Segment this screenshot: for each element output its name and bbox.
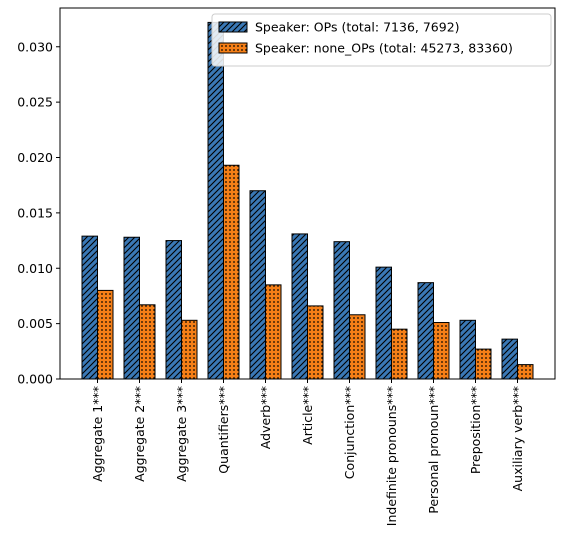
legend-label-1: Speaker: none_OPs (total: 45273, 83360) [255,41,513,56]
bar-none-ops-1 [139,304,156,380]
bar-ops-10 [501,338,518,380]
bar-none-ops-8 [433,322,450,380]
x-tick-label-9: Preposition*** [468,386,483,474]
x-tick-label-7: Indefinite pronouns*** [384,386,399,526]
bar-none-ops-7 [391,328,408,380]
y-tick-label-3: 0.015 [17,205,53,220]
legend-swatch-0 [218,21,248,33]
x-tick-label-10: Auxiliary verb*** [510,386,525,491]
plot-area [81,21,534,380]
bar-none-ops-0 [97,289,114,380]
legend-label-0: Speaker: OPs (total: 7136, 7692) [255,20,460,35]
x-tick-label-3: Quantifiers*** [216,386,231,474]
y-tick-label-1: 0.005 [17,316,53,331]
x-tick-label-0: Aggregate 1*** [90,386,105,482]
bar-ops-7 [375,266,392,380]
axes: 0.000 0.005 0.010 0.015 0.020 0.025 0.030 Aggre… [17,7,556,526]
bar-none-ops-10 [517,364,534,380]
bar-ops-3 [207,21,224,380]
bar-ops-4 [249,190,266,380]
bar-ops-8 [417,282,434,380]
bar-ops-1 [123,236,140,380]
legend: Speaker: OPs (total: 7136, 7692) Speaker:… [211,13,552,67]
bar-none-ops-6 [349,314,366,380]
bar-none-ops-4 [265,284,282,380]
bar-none-ops-2 [181,319,198,380]
bar-ops-0 [81,235,98,380]
bar-ops-6 [333,241,350,380]
bar-none-ops-3 [223,164,240,380]
bar-ops-2 [165,240,182,380]
y-tick-label-5: 0.025 [17,95,53,110]
x-tick-label-2: Aggregate 3*** [174,386,189,482]
x-tick-label-6: Conjunction*** [342,386,357,479]
bar-ops-9 [459,319,476,380]
y-tick-label-2: 0.010 [17,261,53,276]
y-tick-label-4: 0.020 [17,150,53,165]
bar-ops-5 [291,233,308,380]
bar-none-ops-5 [307,305,324,380]
x-tick-label-4: Adverb*** [258,386,273,449]
y-tick-label-6: 0.030 [17,39,53,54]
x-tick-label-1: Aggregate 2*** [132,386,147,482]
y-tick-label-0: 0.000 [17,372,53,387]
legend-box [211,13,552,67]
bar-none-ops-9 [475,348,492,380]
legend-swatch-1 [218,42,248,54]
x-tick-label-8: Personal pronoun*** [426,386,441,514]
x-tick-label-5: Article*** [300,386,315,445]
